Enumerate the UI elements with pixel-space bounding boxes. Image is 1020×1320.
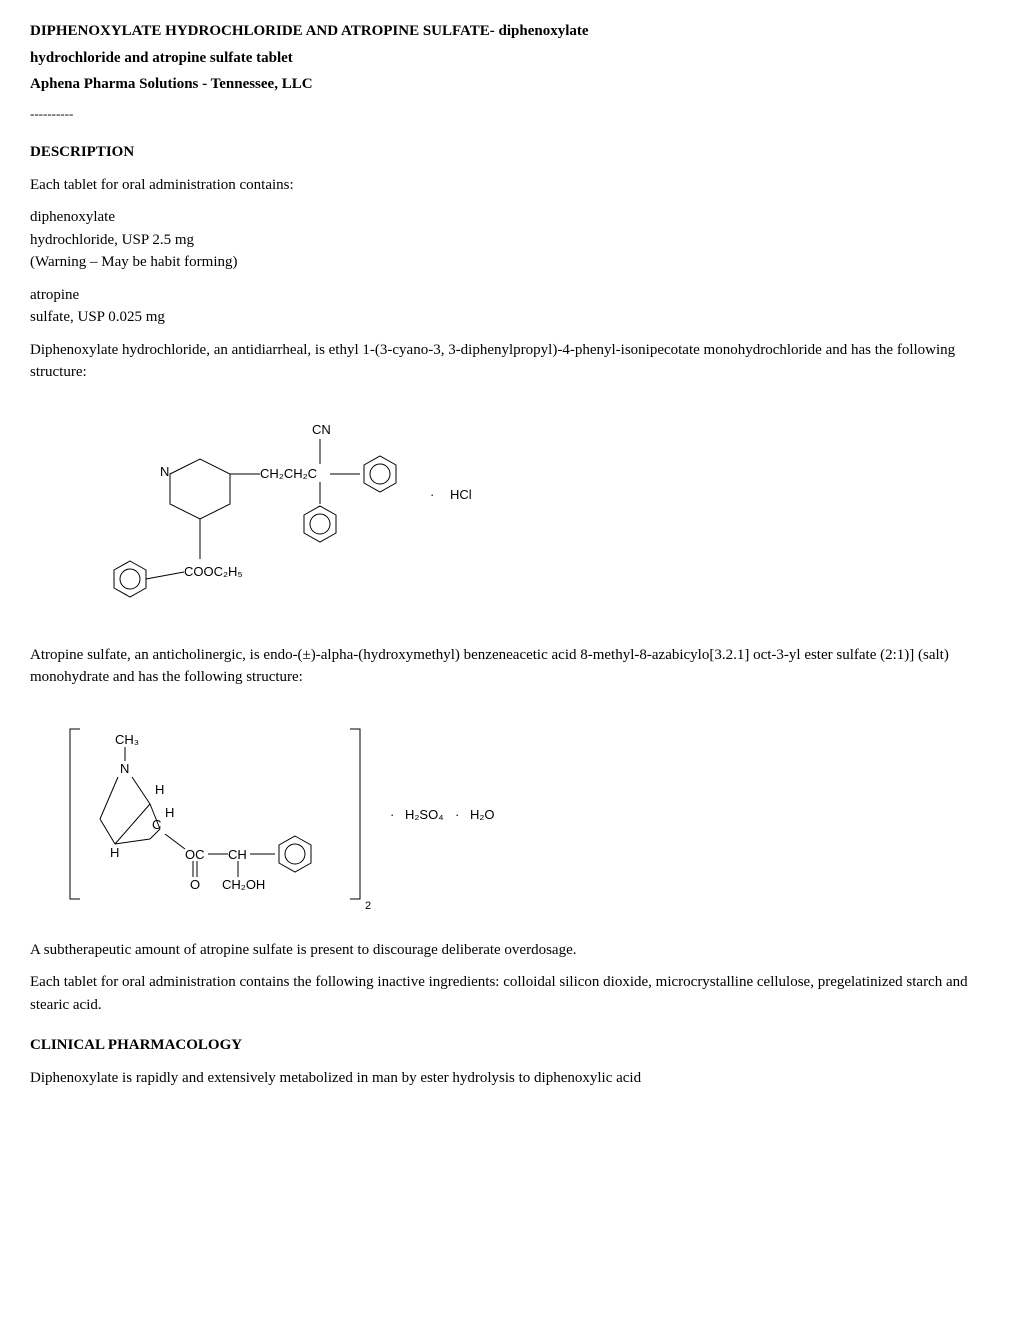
label-dot2: · (390, 807, 394, 822)
label-N: N (160, 464, 169, 479)
header-title-line3: Aphena Pharma Solutions - Tennessee, LLC (30, 73, 990, 96)
description-intro: Each tablet for oral administration cont… (30, 174, 990, 197)
diphenoxylate-l1: diphenoxylate (30, 209, 115, 225)
label-O: O (190, 877, 200, 892)
label-sub2: 2 (365, 900, 371, 912)
atropine-description: Atropine sulfate, an anticholinergic, is… (30, 644, 990, 689)
label-H3: H (110, 845, 119, 860)
description-heading: DESCRIPTION (30, 141, 990, 164)
label-dot1: · (430, 487, 434, 502)
clinical-heading: CLINICAL PHARMACOLOGY (30, 1034, 990, 1057)
atropine-block: atropine sulfate, USP 0.025 mg (30, 284, 990, 329)
label-CH2OH: CH₂OH (222, 877, 265, 892)
label-H1: H (155, 782, 164, 797)
label-HCl: HCl (450, 487, 472, 502)
label-CN: CN (312, 422, 331, 437)
label-H2SO4: H₂SO₄ (405, 807, 444, 822)
label-CH: CH (228, 847, 247, 862)
subtherapeutic-text: A subtherapeutic amount of atropine sulf… (30, 939, 990, 962)
diphenoxylate-description: Diphenoxylate hydrochloride, an antidiar… (30, 339, 990, 384)
label-C: C (152, 817, 161, 832)
atropine-l2: sulfate, USP 0.025 mg (30, 309, 165, 325)
label-COOC2H5: COOC₂H₅ (184, 564, 243, 579)
label-OC: OC (185, 847, 205, 862)
header-title-line2: hydrochloride and atropine sulfate table… (30, 47, 990, 70)
atropine-structure: 2 CH₃ N H H H C OC O CH CH₂OH (60, 709, 520, 919)
inactive-ingredients-text: Each tablet for oral administration cont… (30, 971, 990, 1016)
label-H2O: H₂O (470, 807, 495, 822)
clinical-body: Diphenoxylate is rapidly and extensively… (30, 1067, 990, 1090)
label-dot3: · (455, 807, 459, 822)
diphenoxylate-structure: N COOC₂H₅ CH₂CH₂C CN · HCl (60, 404, 500, 624)
label-N2: N (120, 761, 129, 776)
label-CH3: CH₃ (115, 732, 139, 747)
diphenoxylate-l2: hydrochloride, USP 2.5 mg (30, 232, 194, 248)
header-title-line1: DIPHENOXYLATE HYDROCHLORIDE AND ATROPINE… (30, 20, 990, 43)
separator-dashes: ---------- (30, 104, 990, 124)
atropine-l1: atropine (30, 287, 79, 303)
label-H2: H (165, 805, 174, 820)
diphenoxylate-l3: (Warning – May be habit forming) (30, 254, 238, 270)
label-CH2CH2C: CH₂CH₂C (260, 466, 317, 481)
diphenoxylate-block: diphenoxylate hydrochloride, USP 2.5 mg … (30, 206, 990, 274)
